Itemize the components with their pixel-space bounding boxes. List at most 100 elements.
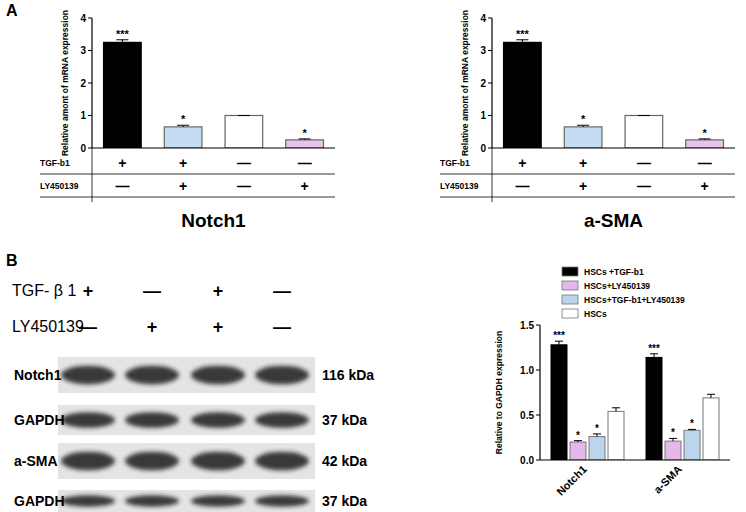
table-line bbox=[40, 197, 335, 198]
significance: * bbox=[181, 113, 186, 125]
panel-label: B bbox=[6, 252, 18, 269]
error-cap bbox=[638, 115, 650, 116]
significance: * bbox=[671, 427, 675, 438]
bar bbox=[665, 441, 681, 460]
y-tick bbox=[88, 148, 92, 149]
treatment-label: TGF-b1 bbox=[40, 158, 70, 168]
x-tick-label: a-SMA bbox=[651, 463, 684, 496]
chart-title: Notch1 bbox=[181, 210, 246, 231]
page: {"panel_labels": ["A", "B"], "chart_data… bbox=[0, 0, 746, 512]
blot-band bbox=[125, 495, 179, 506]
significance: * bbox=[302, 127, 307, 139]
treatment-sign: + bbox=[701, 178, 709, 194]
table-line bbox=[92, 148, 93, 202]
table-line bbox=[40, 174, 335, 175]
treatment-sign: + bbox=[179, 178, 187, 194]
blot-size: 116 kDa bbox=[322, 367, 374, 383]
x-axis bbox=[540, 459, 730, 460]
blot-band bbox=[61, 412, 115, 428]
significance: *** bbox=[116, 28, 130, 40]
blot-membrane bbox=[58, 405, 315, 435]
legend-swatch bbox=[562, 309, 578, 318]
legend-label: HSCs bbox=[584, 309, 607, 319]
bar bbox=[551, 345, 567, 460]
table-line bbox=[440, 197, 735, 198]
y-tick-label: 1 bbox=[80, 110, 86, 121]
treatment-sign: — bbox=[273, 317, 291, 337]
treatment-sign: — bbox=[515, 178, 529, 194]
treatment-sign: + bbox=[213, 281, 224, 301]
error-bar bbox=[711, 394, 712, 398]
bar bbox=[625, 116, 663, 149]
y-tick-label: 0.5 bbox=[520, 410, 534, 421]
y-tick bbox=[488, 18, 492, 19]
treatment-sign: — bbox=[143, 281, 161, 301]
blot-band bbox=[255, 495, 309, 506]
y-tick-label: 2 bbox=[80, 78, 86, 89]
blot-row-label: GAPDH bbox=[14, 412, 65, 428]
y-tick-label: 4 bbox=[80, 13, 86, 24]
treatment-sign: + bbox=[579, 178, 587, 194]
significance: * bbox=[595, 423, 599, 434]
y-tick-label: 3 bbox=[480, 45, 486, 56]
bar bbox=[504, 42, 542, 148]
blot-membrane bbox=[58, 443, 315, 479]
blot-row-label: a-SMA bbox=[14, 453, 58, 469]
error-bar bbox=[559, 341, 560, 345]
error-bar bbox=[616, 408, 617, 412]
blot-band bbox=[191, 495, 245, 506]
treatment-sign: — bbox=[237, 178, 251, 194]
treatment-sign: + bbox=[579, 155, 587, 171]
legend-swatch bbox=[562, 267, 578, 276]
y-tick bbox=[488, 83, 492, 84]
x-axis bbox=[492, 147, 735, 148]
table-line bbox=[440, 174, 735, 175]
bar bbox=[608, 411, 624, 460]
treatment-sign: — bbox=[637, 178, 651, 194]
plot-area bbox=[551, 341, 719, 460]
blot-row-label: Notch1 bbox=[14, 367, 62, 383]
error-cap bbox=[707, 394, 715, 395]
y-tick-label: 1 bbox=[480, 110, 486, 121]
legend-swatch bbox=[562, 295, 578, 304]
y-tick-label: 1.5 bbox=[520, 320, 534, 331]
blot-band bbox=[125, 452, 179, 471]
y-tick-label: 1.0 bbox=[520, 365, 534, 376]
blot-band bbox=[191, 366, 245, 385]
y-tick bbox=[536, 460, 540, 461]
figure: AB*****01234Relative amont of mRNA expre… bbox=[0, 0, 746, 512]
blot-membrane bbox=[58, 357, 315, 393]
blot-band bbox=[125, 366, 179, 385]
treatment-sign: + bbox=[213, 317, 224, 337]
treatment-sign: + bbox=[83, 281, 94, 301]
legend-label: HSCs +TGF-b1 bbox=[584, 267, 644, 277]
plot-area bbox=[504, 40, 724, 148]
blot-band bbox=[61, 452, 115, 471]
y-tick bbox=[88, 18, 92, 19]
y-tick-label: 0 bbox=[480, 143, 486, 154]
y-tick bbox=[88, 115, 92, 116]
bar bbox=[646, 357, 662, 460]
blot-band bbox=[255, 366, 309, 385]
blot-band bbox=[61, 366, 115, 385]
blot-band bbox=[191, 452, 245, 471]
bar bbox=[684, 430, 700, 460]
blot-size: 42 kDa bbox=[322, 453, 367, 469]
blot-band bbox=[191, 412, 245, 428]
treatment-label: TGF- β 1 bbox=[12, 282, 76, 299]
bar bbox=[686, 140, 724, 148]
treatment-sign: + bbox=[179, 155, 187, 171]
error-cap bbox=[612, 407, 620, 408]
blot-band bbox=[61, 495, 115, 506]
chart-title: a-SMA bbox=[584, 210, 643, 231]
treatment-sign: — bbox=[237, 155, 251, 171]
y-axis-title: Relative to GAPDH expression bbox=[494, 331, 504, 454]
y-tick-label: 4 bbox=[480, 13, 486, 24]
y-tick bbox=[488, 115, 492, 116]
y-axis-title: Relative amont of mRNA expression bbox=[460, 10, 470, 156]
blot-band bbox=[125, 412, 179, 428]
y-tick bbox=[88, 83, 92, 84]
legend-label: HSCs+TGF-b1+LY450139 bbox=[584, 295, 685, 305]
y-axis-title: Relative amont of mRNA expression bbox=[60, 10, 70, 156]
y-tick bbox=[88, 50, 92, 51]
